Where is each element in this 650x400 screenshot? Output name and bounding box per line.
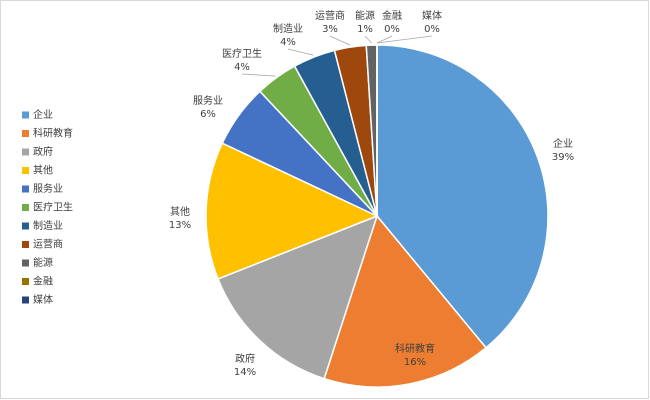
pie-slice [323,214,488,388]
legend-label: 服务业 [33,182,63,195]
slice-value-label: 14% [234,367,256,378]
legend-swatch [22,278,29,285]
leader-line [287,48,314,56]
legend-swatch [22,259,29,267]
legend-swatch [22,204,29,211]
slice-value-label: 0% [424,24,440,35]
slice-label: 能源 [355,9,375,22]
slice-label: 制造业 [273,22,303,35]
slice-value-label: 0% [384,24,400,35]
slice-value-label: 3% [322,24,338,35]
leader-line [241,73,276,77]
legend-swatch [22,148,29,156]
legend-swatch [22,185,29,193]
slice-value-label: 1% [357,24,373,35]
legend-label: 制造业 [33,219,63,232]
leader-line [376,35,393,44]
leader-line [329,35,351,46]
legend-label: 媒体 [33,294,53,306]
legend-swatch [22,222,29,230]
legend-swatch [22,296,29,304]
legend-label: 运营商 [33,238,63,251]
legend-label: 政府 [33,145,53,158]
legend-swatch [22,111,29,119]
slice-label: 运营商 [315,9,345,22]
slice-value-label: 16% [404,357,426,368]
slice-value-label: 6% [200,109,216,120]
slice-value-label: 39% [552,152,574,163]
slice-label: 其他 [170,205,190,218]
legend-label: 能源 [33,256,53,269]
legend-swatch [22,130,29,137]
leader-line [364,35,372,44]
slice-value-label: 4% [280,37,296,48]
slice-label: 科研教育 [395,342,435,355]
leader-line [376,35,433,44]
legend-label: 科研教育 [33,127,73,140]
slice-value-label: 13% [169,220,191,231]
slice-label: 金融 [382,9,402,22]
pie-slice [217,214,379,380]
slice-label: 服务业 [193,94,223,107]
legend-label: 医疗卫生 [33,201,73,214]
slice-label: 政府 [235,352,255,365]
slice-label: 企业 [553,137,573,150]
slice-label: 医疗卫生 [222,47,262,60]
legend-label: 金融 [33,275,53,288]
legend-swatch [22,167,29,174]
legend-swatch [22,241,29,248]
legend-label: 企业 [33,108,53,121]
pie-slice [205,142,379,280]
legend-label: 其他 [33,164,53,177]
pie-slice [376,44,549,349]
slice-value-label: 4% [234,62,250,73]
slice-label: 媒体 [422,10,442,22]
